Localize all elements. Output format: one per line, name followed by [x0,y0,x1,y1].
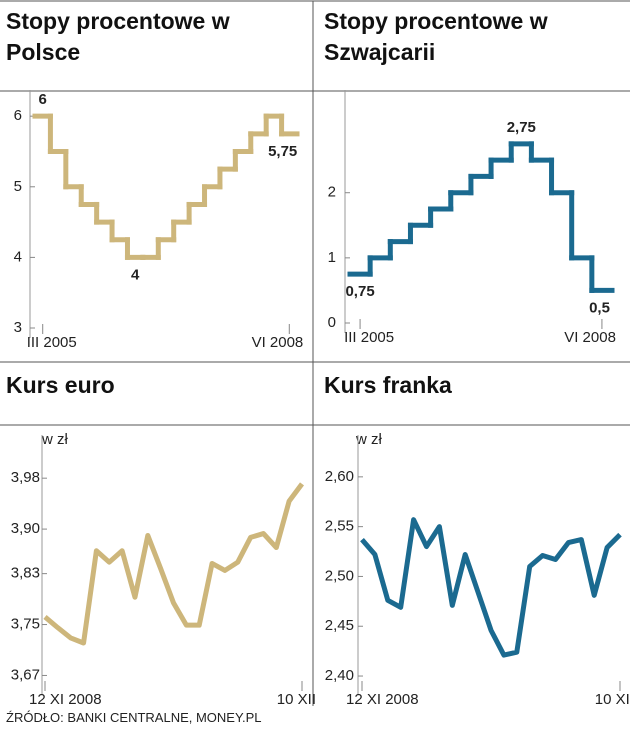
y-tick-label: 3,83 [11,565,40,582]
y-tick-label: 4 [14,248,22,265]
x-tick-label: III 2005 [344,329,394,346]
y-tick-label: 2,60 [325,468,354,485]
panel-title: Stopy procentowe w Szwajcarii [324,8,548,65]
y-tick-label: 2 [328,184,336,201]
x-tick-label: III 2005 [27,334,77,351]
y-tick-label: 5 [14,178,22,195]
y-tick-label: 2,45 [325,617,354,634]
x-tick-label: 12 XI 2008 [346,691,419,708]
line [360,517,622,658]
x-tick-label: 10 XII [277,691,316,708]
source: ŹRÓDŁO: BANKI CENTRALNE, MONEY.PL [6,710,262,725]
y-tick-label: 3,75 [11,616,40,633]
y-tick-label: 3,98 [11,469,40,486]
y-tick-label: 6 [14,107,22,124]
value-label: 6 [39,91,47,108]
value-label: 0,75 [345,283,374,300]
y-tick-label: 3 [14,319,22,336]
x-tick-label: 12 XI 2008 [29,691,102,708]
unit-label: w zł [355,431,383,448]
x-tick-label: 10 XII [595,691,630,708]
value-label: 0,5 [589,299,610,316]
y-tick-label: 3,90 [11,520,40,537]
line [43,482,305,646]
y-tick-label: 3,67 [11,666,40,683]
value-label: 2,75 [507,119,536,136]
unit-label: w zł [41,431,69,448]
x-tick-label: VI 2008 [564,329,616,346]
y-tick-label: 2,55 [325,518,354,535]
panel-title: Kurs franka [324,372,452,398]
x-tick-label: VI 2008 [252,334,304,351]
y-tick-label: 2,50 [325,567,354,584]
value-label: 5,75 [268,143,297,160]
y-tick-label: 0 [328,314,336,331]
panel-title: Kurs euro [6,372,115,398]
y-tick-label: 1 [328,249,336,266]
panel-title: Stopy procentowe w Polsce [6,8,230,65]
y-tick-label: 2,40 [325,667,354,684]
value-label: 4 [131,266,140,283]
